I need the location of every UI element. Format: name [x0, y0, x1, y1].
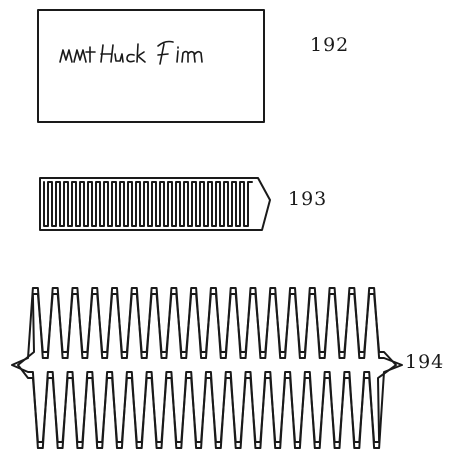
figure-194 [11, 287, 403, 449]
figure-number-192: 192 [310, 34, 350, 56]
figure-number-193: 193 [288, 188, 328, 210]
figure-193 [39, 177, 271, 231]
zigzag-loop-inner [17, 293, 397, 443]
figure-192 [37, 9, 265, 123]
signature-card [37, 9, 265, 123]
folded-strip [43, 181, 253, 227]
handwritten-signature [59, 40, 203, 65]
strip-outline [39, 177, 271, 231]
figure-number-194: 194 [405, 351, 445, 373]
